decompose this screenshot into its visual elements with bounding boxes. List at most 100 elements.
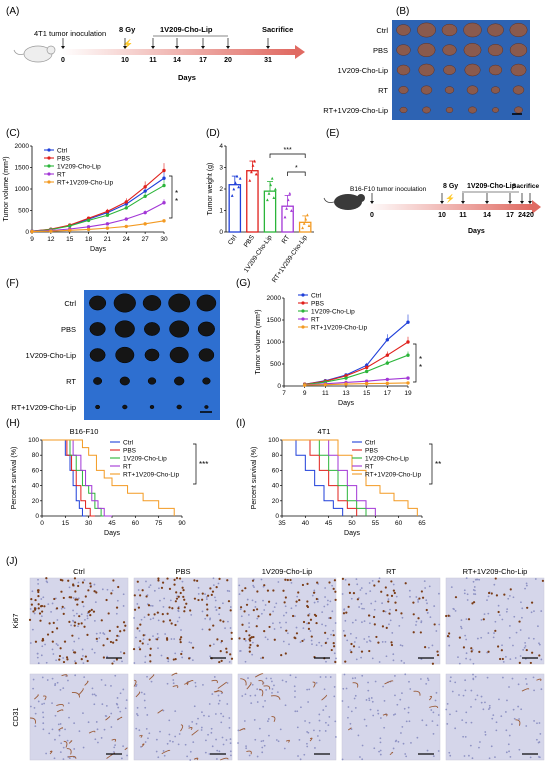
nucleus-mark xyxy=(427,646,430,649)
data-point xyxy=(406,376,410,380)
nucleus-mark xyxy=(478,746,480,749)
nucleus-mark xyxy=(36,652,39,655)
x-axis-label: Days xyxy=(104,530,120,537)
nucleus-mark xyxy=(464,689,467,692)
nucleus-mark xyxy=(96,640,99,643)
data-point xyxy=(232,187,236,191)
y-tick-label: 1500 xyxy=(267,317,282,324)
nucleus-mark xyxy=(162,750,165,752)
nucleus-mark xyxy=(322,709,325,711)
nucleus-mark xyxy=(237,729,240,732)
stain-mark xyxy=(201,592,204,595)
nucleus-mark xyxy=(513,717,516,720)
data-point xyxy=(124,206,128,210)
stain-mark xyxy=(60,590,63,593)
stain-mark xyxy=(248,639,252,642)
nucleus-mark xyxy=(143,693,146,695)
nucleus-mark xyxy=(454,727,457,730)
stain-mark xyxy=(36,589,40,592)
stain-mark xyxy=(244,587,247,590)
nucleus-mark xyxy=(180,629,182,631)
nucleus-mark xyxy=(54,597,57,600)
nucleus-mark xyxy=(59,723,62,725)
stain-mark xyxy=(368,649,371,653)
tumor-mark xyxy=(396,64,411,76)
nucleus-mark xyxy=(401,616,404,619)
data-point xyxy=(234,181,237,184)
timeline-tick-arrow xyxy=(123,46,127,49)
ihc-tile xyxy=(237,673,337,761)
stain-mark xyxy=(72,584,75,587)
stain-mark xyxy=(220,639,223,643)
nucleus-mark xyxy=(355,637,358,639)
significance-bracket xyxy=(193,443,197,485)
nucleus-mark xyxy=(122,688,125,691)
stain-mark xyxy=(139,594,142,597)
stain-mark xyxy=(180,636,183,639)
stain-mark xyxy=(153,613,156,616)
nucleus-mark xyxy=(370,602,373,605)
nucleus-mark xyxy=(144,655,147,658)
stain-mark xyxy=(518,620,521,623)
data-point xyxy=(143,194,147,199)
sacrifice-label-e: Sacrifice xyxy=(512,183,539,190)
stain-mark xyxy=(448,632,451,635)
stain-mark xyxy=(171,672,178,676)
tumor-mark xyxy=(417,22,436,38)
nucleus-mark xyxy=(482,708,485,711)
nucleus-mark xyxy=(431,644,434,647)
stain-mark xyxy=(147,604,151,607)
stain-mark xyxy=(70,596,73,599)
nucleus-mark xyxy=(122,745,125,748)
timeline-tick-arrow xyxy=(461,201,465,204)
nucleus-mark xyxy=(184,743,187,746)
series-line xyxy=(42,439,95,517)
nucleus-mark xyxy=(99,632,102,634)
nucleus-mark xyxy=(360,656,362,659)
nucleus-mark xyxy=(461,719,464,722)
nucleus-mark xyxy=(266,638,269,641)
nucleus-mark xyxy=(401,692,403,695)
nucleus-mark xyxy=(201,610,204,613)
nucleus-mark xyxy=(29,608,32,610)
nucleus-mark xyxy=(157,636,160,639)
nucleus-mark xyxy=(462,694,465,697)
timeline-tick-arrow xyxy=(175,46,179,49)
nucleus-mark xyxy=(313,729,315,732)
y-axis-label: Tumor volume (mm³) xyxy=(255,309,262,374)
timeline-arrow-a xyxy=(60,49,295,55)
nucleus-mark xyxy=(77,625,79,628)
stain-mark xyxy=(34,694,39,700)
nucleus-mark xyxy=(59,751,62,754)
nucleus-mark xyxy=(277,581,280,583)
nucleus-mark xyxy=(42,716,45,719)
nucleus-mark xyxy=(53,757,56,760)
stain-mark xyxy=(342,612,346,615)
nucleus-mark xyxy=(400,732,402,734)
stain-mark xyxy=(471,602,474,605)
nucleus-mark xyxy=(159,730,161,733)
nucleus-mark xyxy=(202,683,204,686)
stain-mark xyxy=(141,642,144,645)
stain-mark xyxy=(215,689,219,693)
stain-mark xyxy=(73,621,77,624)
nucleus-mark xyxy=(363,718,366,721)
nucleus-mark xyxy=(167,660,170,663)
stain-mark xyxy=(390,580,393,583)
x-tick-label: 9 xyxy=(303,390,307,397)
nucleus-mark xyxy=(82,746,85,749)
stain-mark xyxy=(239,606,243,609)
nucleus-mark xyxy=(313,589,316,592)
stain-mark xyxy=(220,659,223,662)
stain-mark xyxy=(211,679,218,684)
tumor-mark xyxy=(418,63,435,77)
nucleus-mark xyxy=(117,706,120,709)
data-point xyxy=(302,383,307,387)
inoculation-label-a: 4T1 tumor inoculation xyxy=(34,29,106,38)
stain-mark xyxy=(168,606,171,609)
nucleus-mark xyxy=(509,625,511,627)
nucleus-mark xyxy=(517,683,520,686)
nucleus-mark xyxy=(318,719,321,722)
nucleus-mark xyxy=(252,584,255,587)
